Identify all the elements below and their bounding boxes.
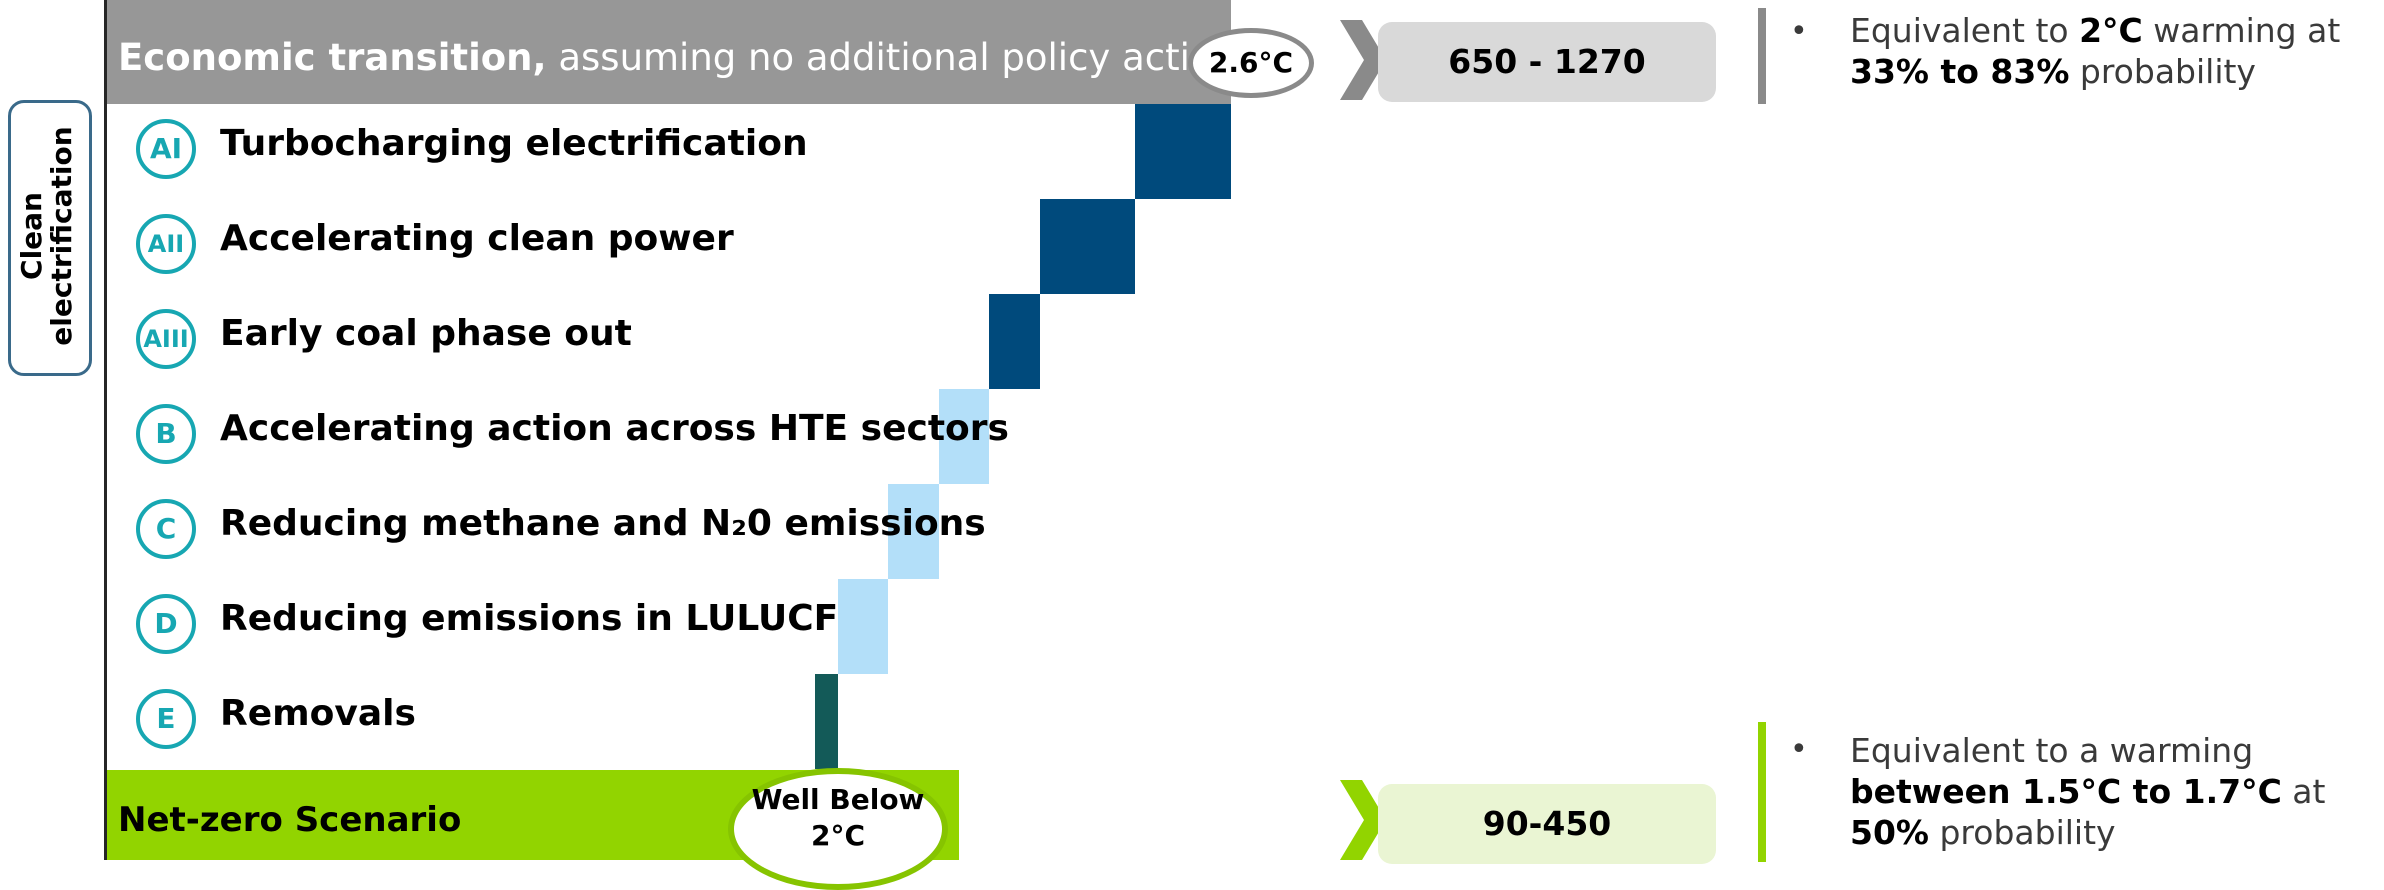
bullet-icon: • bbox=[1790, 732, 1808, 767]
netzero-note-bold1: between 1.5°C to 1.7°C bbox=[1850, 772, 2282, 811]
lever-label-ai: Turbocharging electrification bbox=[220, 123, 808, 164]
baseline-temp-oval: 2.6°C bbox=[1188, 28, 1314, 98]
lever-label-b: Accelerating action across HTE sectors bbox=[220, 408, 1009, 449]
netzero-temp-line2: 2°C bbox=[810, 819, 866, 852]
lever-badge-aiii: AIII bbox=[136, 309, 196, 369]
lever-badge-ai: AI bbox=[136, 119, 196, 179]
side-label-line2: electrification bbox=[45, 126, 78, 346]
step-bar-aiii bbox=[989, 294, 1040, 389]
side-label-line1: Clean bbox=[15, 192, 48, 280]
baseline-range: 650 - 1270 bbox=[1378, 22, 1716, 102]
step-bar-c bbox=[888, 484, 939, 579]
lever-badge-aii: AII bbox=[136, 214, 196, 274]
side-label: Clean electrification bbox=[15, 126, 78, 346]
lever-label-aii: Accelerating clean power bbox=[220, 218, 734, 259]
step-bar-ai bbox=[1135, 104, 1231, 199]
baseline-note-bold1: 2°C bbox=[2079, 11, 2143, 50]
side-label-box bbox=[8, 100, 92, 376]
baseline-note-suffix: probability bbox=[2069, 52, 2256, 91]
netzero-note-divider bbox=[1758, 722, 1766, 862]
baseline-note-prefix: Equivalent to bbox=[1850, 11, 2080, 50]
lever-label-e: Removals bbox=[220, 693, 416, 734]
step-bar-b bbox=[938, 389, 990, 484]
axis-line bbox=[104, 0, 107, 860]
chevron-right-icon bbox=[1340, 780, 1386, 860]
baseline-note-divider bbox=[1758, 8, 1766, 104]
baseline-note-bold2: 33% to 83% bbox=[1850, 52, 2070, 91]
netzero-temp-line1: Well Below bbox=[751, 783, 925, 816]
baseline-note-mid: warming at bbox=[2142, 11, 2341, 50]
chevron-right-icon bbox=[1340, 20, 1386, 100]
netzero-temp-oval: Well Below 2°C bbox=[728, 768, 948, 890]
netzero-label: Net-zero Scenario bbox=[118, 800, 462, 840]
baseline-label: Economic transition, assuming no additio… bbox=[118, 36, 1236, 79]
netzero-note-prefix: Equivalent to a warming bbox=[1850, 731, 2254, 770]
lever-label-aiii: Early coal phase out bbox=[220, 313, 632, 354]
lever-badge-c: C bbox=[136, 499, 196, 559]
netzero-note: Equivalent to a warming between 1.5°C to… bbox=[1850, 730, 2370, 853]
baseline-label-rest: assuming no additional policy action bbox=[546, 36, 1236, 79]
lever-badge-d: D bbox=[136, 594, 196, 654]
netzero-note-mid: at bbox=[2281, 772, 2326, 811]
step-bar-d bbox=[837, 579, 889, 674]
bullet-icon: • bbox=[1790, 14, 1808, 49]
step-bar-aii bbox=[1039, 199, 1136, 294]
netzero-range: 90-450 bbox=[1378, 784, 1716, 864]
lever-label-c: Reducing methane and N₂0 emissions bbox=[220, 503, 986, 544]
lever-badge-e: E bbox=[136, 689, 196, 749]
baseline-bar bbox=[107, 0, 1231, 104]
netzero-note-bold2: 50% bbox=[1850, 813, 1929, 852]
lever-badge-b: B bbox=[136, 404, 196, 464]
baseline-label-bold: Economic transition, bbox=[118, 36, 547, 79]
lever-label-d: Reducing emissions in LULUCF bbox=[220, 598, 839, 639]
step-bar-e bbox=[815, 674, 838, 769]
netzero-note-suffix: probability bbox=[1929, 813, 2116, 852]
baseline-note: Equivalent to 2°C warming at 33% to 83% … bbox=[1850, 10, 2380, 92]
